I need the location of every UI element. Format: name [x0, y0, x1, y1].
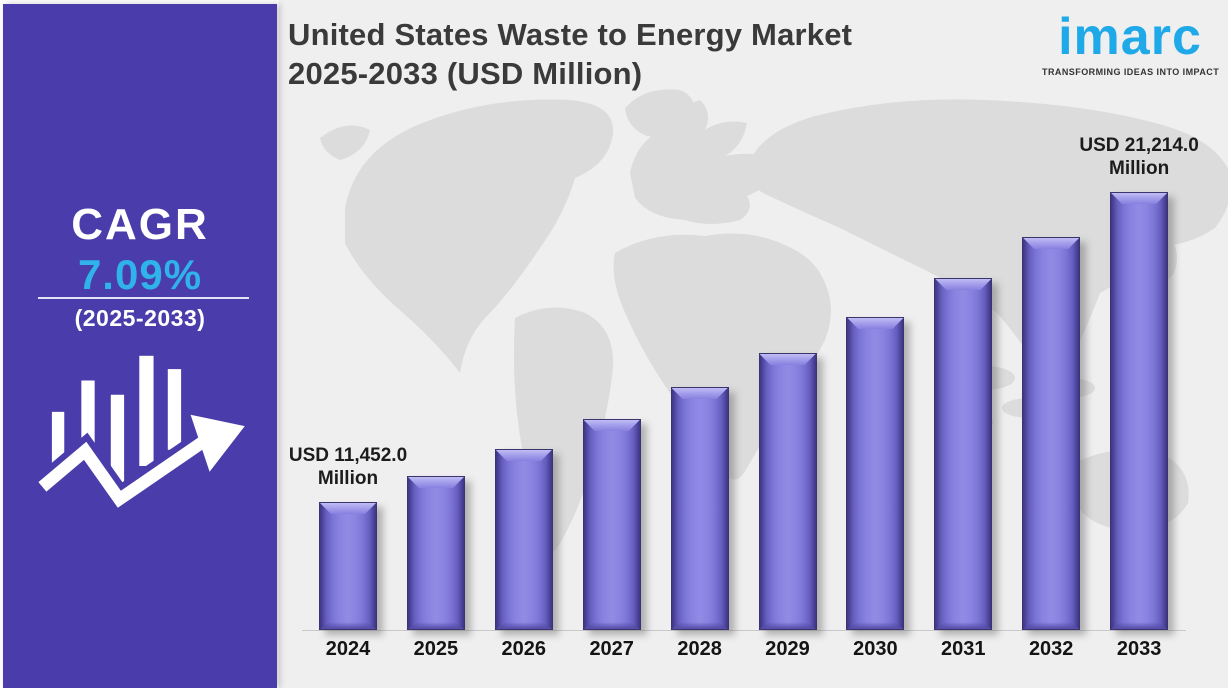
growth-trend-arrow-icon [34, 355, 245, 514]
map-europe [630, 100, 777, 224]
cagr-label: CAGR [71, 200, 209, 249]
year-label-2032: 2032 [1028, 638, 1074, 660]
bar-2032 [1022, 237, 1081, 630]
bar-2030 [846, 317, 905, 630]
imarc-wordmark-icon: imarc [1058, 8, 1202, 66]
bar-2024 [319, 502, 377, 630]
year-label-2025: 2025 [413, 638, 459, 660]
year-label-2028: 2028 [677, 638, 722, 660]
year-label-2031: 2031 [941, 638, 986, 660]
year-label-2027: 2027 [589, 638, 634, 660]
cagr-period: (2025-2033) [74, 305, 206, 331]
map-north-america [345, 99, 614, 373]
map-asia [745, 99, 1228, 380]
year-label-2030: 2030 [853, 638, 898, 660]
cagr-sidebar: CAGR 7.09% (2025-2033) [3, 4, 277, 688]
page-title: United States Waste to Energy Market 202… [288, 15, 1048, 93]
year-label-2033: 2033 [1116, 638, 1162, 660]
bar-2033 [1110, 192, 1169, 630]
bar-2029 [758, 353, 817, 630]
map-alaska [320, 125, 370, 160]
value-label-2024: USD 11,452.0 Million [288, 445, 408, 489]
value-label-2033: USD 21,214.0 Million [1079, 135, 1199, 179]
bar-2027 [582, 419, 641, 630]
imarc-logo: imarc TRANSFORMING IDEAS INTO IMPACT [1042, 8, 1220, 77]
bar-2031 [934, 278, 993, 630]
cagr-value: 7.09% [77, 251, 203, 298]
bar-2025 [406, 476, 465, 630]
year-label-2026: 2026 [501, 638, 547, 660]
page-title-line1: United States Waste to Energy Market [288, 17, 853, 52]
bar-2026 [494, 449, 553, 630]
page-title-line2: 2025-2033 (USD Million) [288, 56, 643, 91]
cagr-divider [38, 297, 249, 299]
year-label-2024: 2024 [325, 638, 371, 660]
x-axis-line [302, 630, 1186, 631]
bar-2028 [670, 387, 729, 630]
year-label-2029: 2029 [765, 638, 810, 660]
imarc-tagline: TRANSFORMING IDEAS INTO IMPACT [1042, 67, 1220, 77]
